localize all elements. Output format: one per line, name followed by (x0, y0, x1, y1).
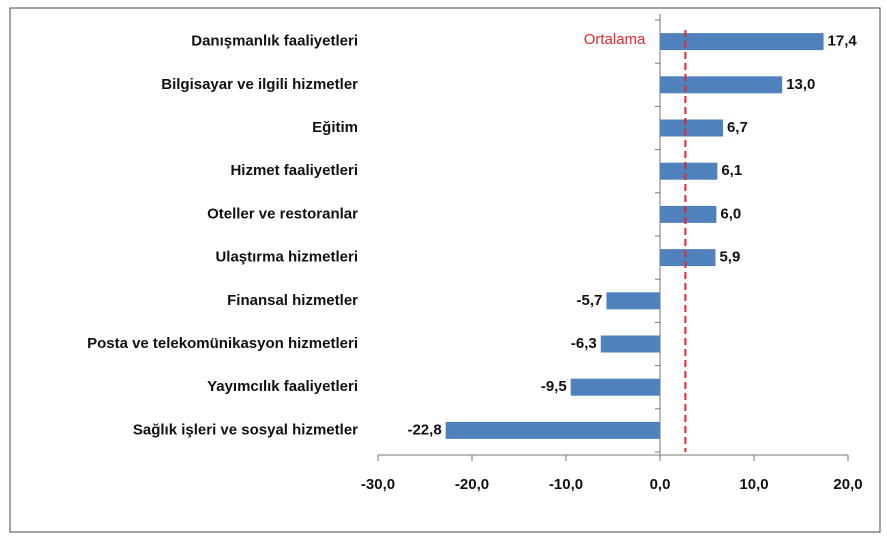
category-label: Yayımcılık faaliyetleri (207, 378, 358, 395)
bar (660, 162, 718, 180)
category-label: Eğitim (312, 119, 358, 136)
value-label: -22,8 (407, 421, 441, 438)
x-tick-label: -10,0 (549, 476, 583, 493)
bar (445, 421, 660, 439)
x-tick-label: -20,0 (455, 476, 489, 493)
value-label: 6,0 (720, 205, 741, 222)
bar (600, 335, 660, 353)
category-label: Sağlık işleri ve sosyal hizmetler (133, 421, 358, 438)
bar (660, 119, 723, 137)
bar (660, 33, 824, 51)
bar (660, 249, 716, 267)
reference-label: Ortalama (584, 31, 646, 48)
value-label: 5,9 (719, 249, 740, 266)
value-label: -6,3 (571, 335, 597, 352)
value-label: 17,4 (828, 33, 858, 50)
category-label: Bilgisayar ve ilgili hizmetler (161, 76, 358, 93)
category-label: Hizmet faaliyetleri (230, 162, 358, 179)
value-label: 13,0 (786, 76, 815, 93)
value-label: 6,7 (727, 119, 748, 136)
category-label: Finansal hizmetler (227, 292, 358, 309)
value-label: 6,1 (721, 162, 742, 179)
bar (570, 378, 660, 396)
x-tick-label: 0,0 (650, 476, 671, 493)
x-tick-label: 20,0 (833, 476, 862, 493)
category-label: Oteller ve restoranlar (207, 205, 358, 222)
bar (660, 205, 717, 223)
x-tick-label: -30,0 (361, 476, 395, 493)
category-label: Danışmanlık faaliyetleri (191, 33, 358, 50)
category-label: Ulaştırma hizmetleri (215, 249, 358, 266)
x-tick-label: 10,0 (739, 476, 768, 493)
chart-border (9, 7, 881, 533)
bar (660, 76, 783, 94)
category-label: Posta ve telekomünikasyon hizmetleri (87, 335, 358, 352)
bar (606, 292, 660, 310)
value-label: -5,7 (577, 292, 603, 309)
value-label: -9,5 (541, 378, 567, 395)
